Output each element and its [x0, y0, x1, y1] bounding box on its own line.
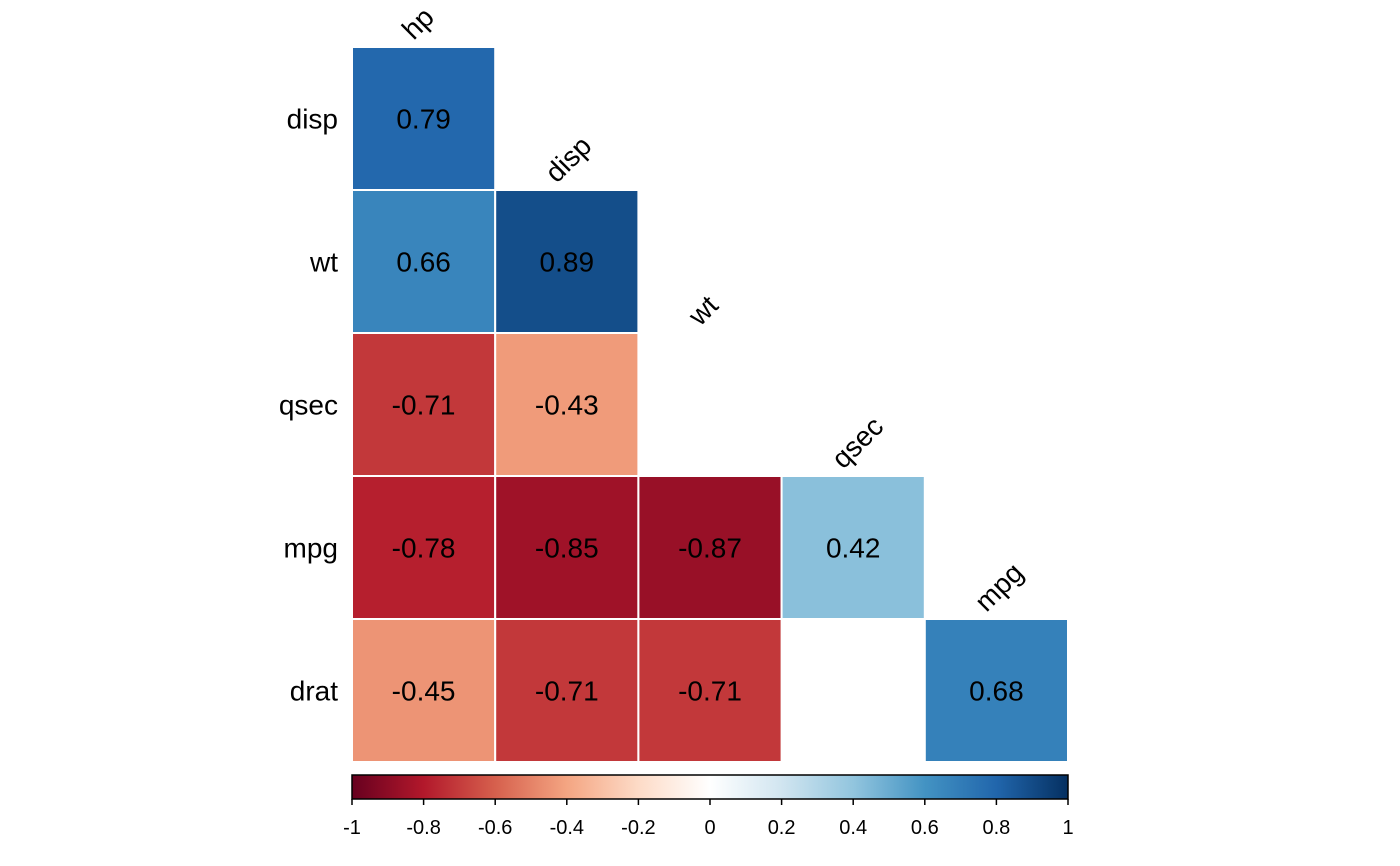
- colorbar-tick-label: -0.2: [621, 817, 655, 839]
- colorbar: -1 -0.8 -0.6 -0.4 -0.2 0 0.2 0.4 0.6 0.8 1: [343, 775, 1073, 839]
- colorbar-tick-label: 0.2: [768, 817, 796, 839]
- colorbar-tick-label: -1: [343, 817, 361, 839]
- column-label: qsec: [826, 410, 890, 474]
- cell-value-label: -0.78: [392, 533, 456, 564]
- row-label: qsec: [279, 390, 338, 421]
- cell-value-label: 0.66: [396, 247, 451, 278]
- cell-value-label: 0.89: [540, 247, 595, 278]
- colorbar-tick-label: -0.8: [406, 817, 440, 839]
- cell-value-label: -0.43: [535, 390, 599, 421]
- column-label: disp: [539, 130, 597, 188]
- colorbar-gradient: [352, 775, 1068, 799]
- cell-value-label: -0.87: [678, 533, 742, 564]
- colorbar-tick-label: -0.6: [478, 817, 512, 839]
- column-label: mpg: [969, 557, 1029, 617]
- heatmap-cells: 0.79 0.66 0.89 -0.71 -0.43 -0.78 -0.85 -0.87 0.4…: [352, 47, 1068, 762]
- row-label: mpg: [284, 533, 338, 564]
- colorbar-tick-label: 0: [704, 817, 715, 839]
- cell-value-label: 0.42: [826, 533, 881, 564]
- cell-value-label: -0.71: [392, 390, 456, 421]
- colorbar-tick-label: -0.4: [550, 817, 584, 839]
- column-label: hp: [396, 1, 440, 45]
- cell-value-label: -0.71: [678, 676, 742, 707]
- column-label: wt: [682, 289, 725, 332]
- colorbar-tick-label: 1: [1062, 817, 1073, 839]
- row-labels: disp wt qsec mpg drat: [279, 104, 338, 707]
- colorbar-tick-label: 0.4: [839, 817, 867, 839]
- cell-value-label: 0.68: [969, 676, 1024, 707]
- colorbar-tick-label: 0.8: [982, 817, 1010, 839]
- colorbar-tick-label: 0.6: [911, 817, 939, 839]
- row-label: disp: [287, 104, 338, 135]
- row-label: wt: [309, 247, 338, 278]
- cell-value-label: -0.45: [392, 676, 456, 707]
- cell-value-label: -0.85: [535, 533, 599, 564]
- cell-value-label: -0.71: [535, 676, 599, 707]
- cell-value-label: 0.79: [396, 104, 451, 135]
- row-label: drat: [290, 676, 338, 707]
